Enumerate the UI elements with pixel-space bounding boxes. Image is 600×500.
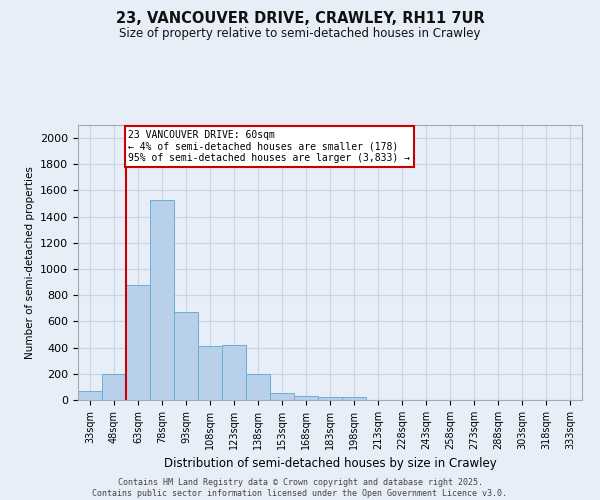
Text: 23 VANCOUVER DRIVE: 60sqm
← 4% of semi-detached houses are smaller (178)
95% of : 23 VANCOUVER DRIVE: 60sqm ← 4% of semi-d… (128, 130, 410, 164)
Bar (126, 285, 150, 400)
Y-axis label: Number of semi-detached properties: Number of semi-detached properties (25, 166, 35, 359)
Bar (222, 345, 246, 400)
Bar (294, 396, 318, 400)
Bar (342, 398, 366, 400)
Text: Size of property relative to semi-detached houses in Crawley: Size of property relative to semi-detach… (119, 28, 481, 40)
Text: Contains HM Land Registry data © Crown copyright and database right 2025.
Contai: Contains HM Land Registry data © Crown c… (92, 478, 508, 498)
Bar (198, 346, 222, 400)
Bar (102, 374, 126, 400)
Text: 23, VANCOUVER DRIVE, CRAWLEY, RH11 7UR: 23, VANCOUVER DRIVE, CRAWLEY, RH11 7UR (116, 11, 484, 26)
Bar (78, 392, 102, 400)
X-axis label: Distribution of semi-detached houses by size in Crawley: Distribution of semi-detached houses by … (164, 458, 496, 470)
Bar (246, 374, 270, 400)
Bar (318, 396, 342, 400)
Bar (174, 312, 198, 400)
Bar (270, 393, 294, 400)
Bar (150, 200, 174, 400)
